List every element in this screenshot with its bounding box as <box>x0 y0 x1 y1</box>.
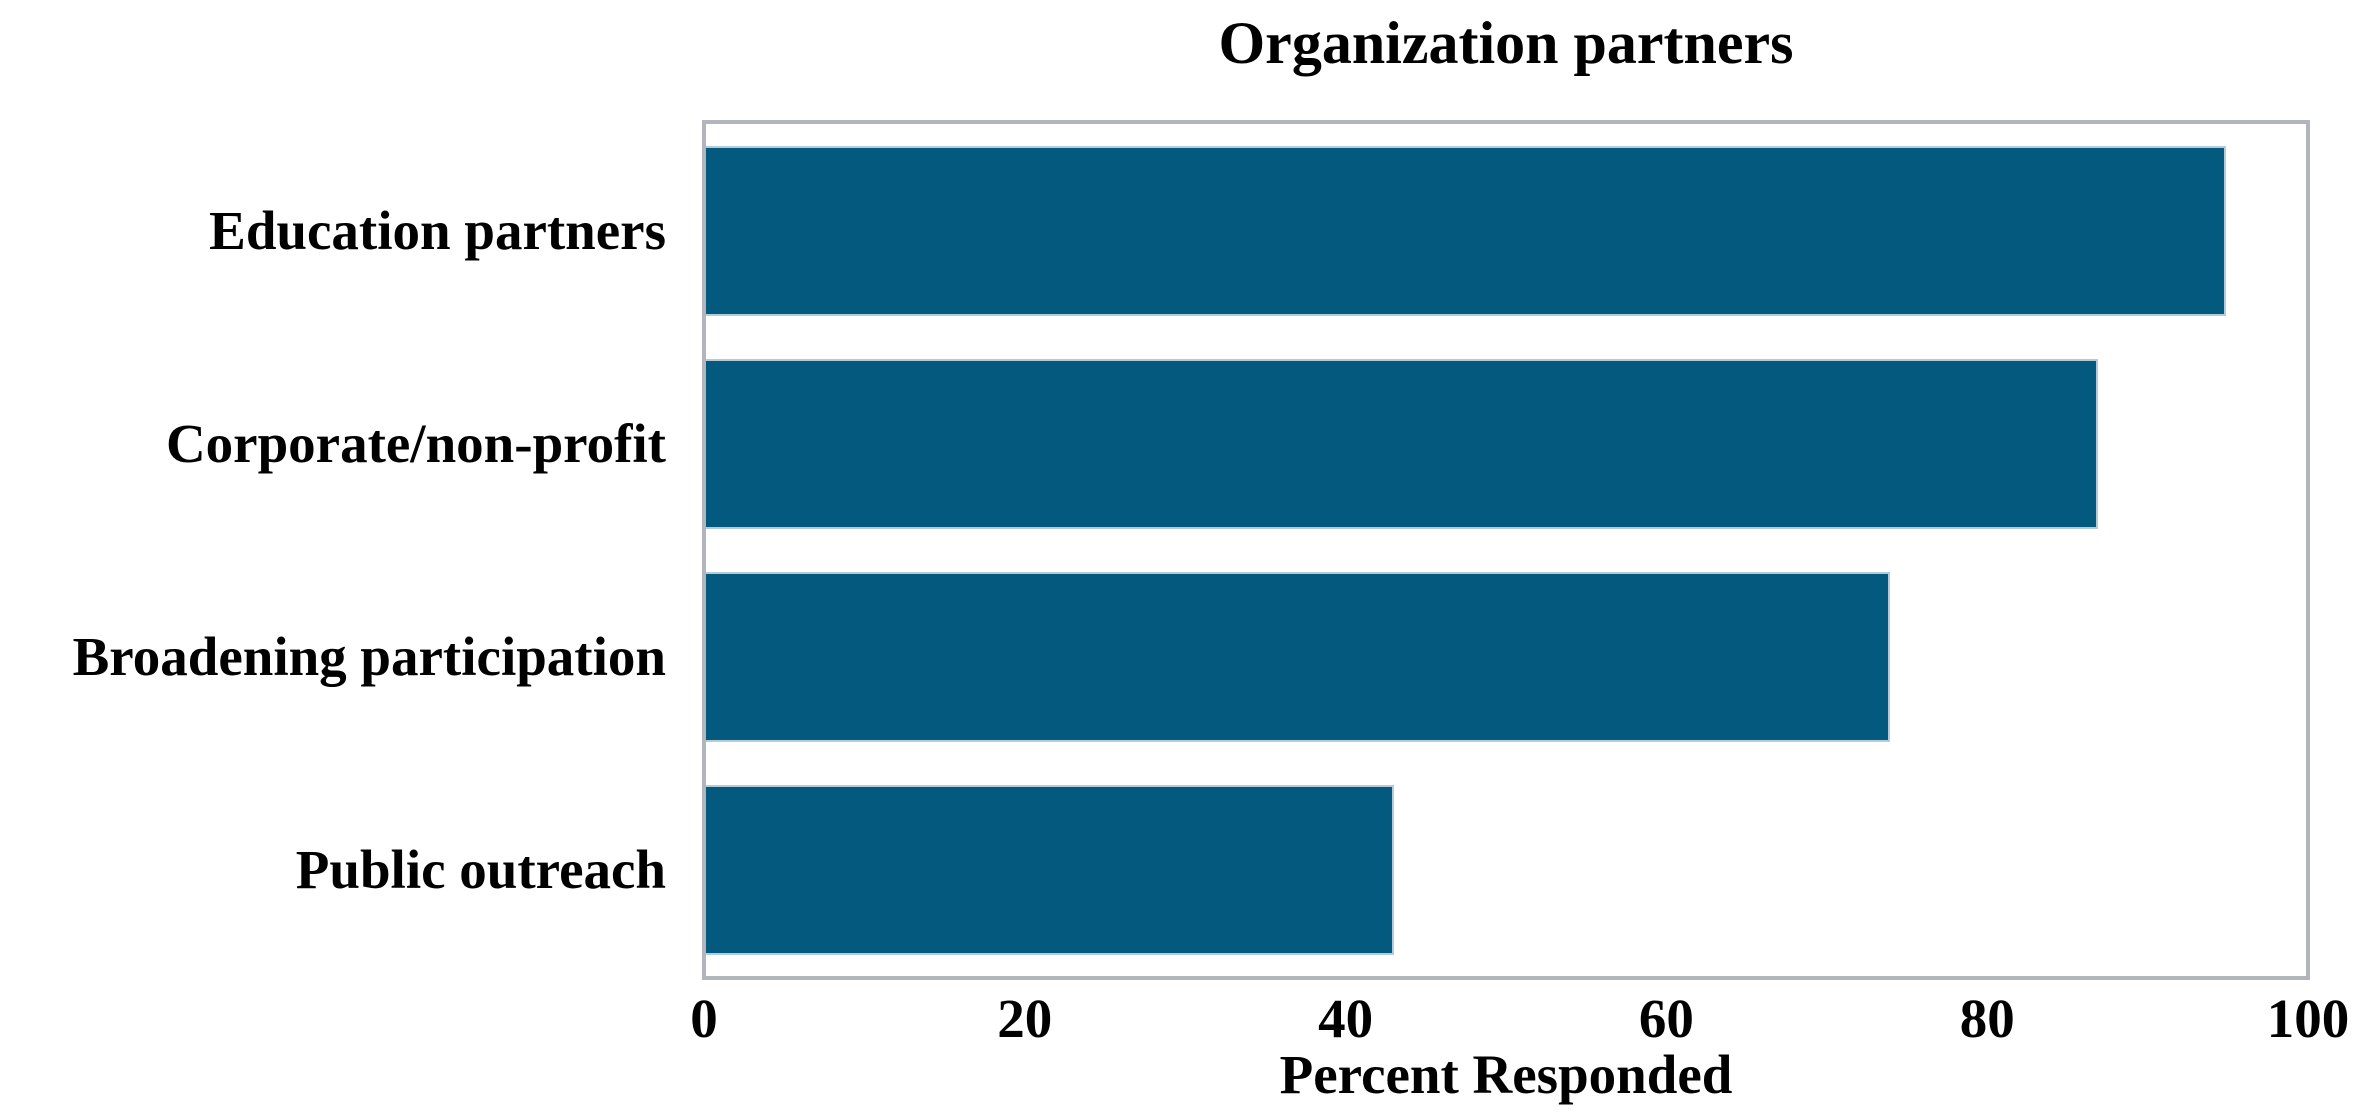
category-label-corporate-non-profit: Corporate/non-profit <box>165 413 666 474</box>
bar-band <box>706 337 2306 550</box>
x-tick-label-0: 0 <box>690 988 718 1049</box>
x-tick-label-100: 100 <box>2266 988 2350 1049</box>
bar-band <box>706 763 2306 976</box>
x-tick-label-60: 60 <box>1638 988 1694 1049</box>
bar-public-outreach <box>706 784 1394 955</box>
plot-area <box>702 120 2310 980</box>
chart-title: Organization partners <box>1218 10 1794 76</box>
x-tick-label-80: 80 <box>1959 988 2015 1049</box>
category-label-public-outreach: Public outreach <box>295 839 666 900</box>
bar-corporate-non-profit <box>706 358 2098 529</box>
x-tick-label-40: 40 <box>1318 988 1374 1049</box>
x-axis-label: Percent Responded <box>1279 1044 1733 1105</box>
bar-education-partners <box>706 145 2226 316</box>
x-axis-tick-labels: 0 20 40 60 80 100 <box>690 986 2349 1056</box>
bar-band <box>706 550 2306 763</box>
y-axis-category-labels: Education partners Corporate/non-profit Br… <box>0 124 682 976</box>
category-label-broadening-participation: Broadening participation <box>72 626 666 687</box>
bar-band <box>706 124 2306 337</box>
category-label-education-partners: Education partners <box>209 200 666 261</box>
x-tick-label-20: 20 <box>997 988 1053 1049</box>
bar-broadening-participation <box>706 571 1890 742</box>
